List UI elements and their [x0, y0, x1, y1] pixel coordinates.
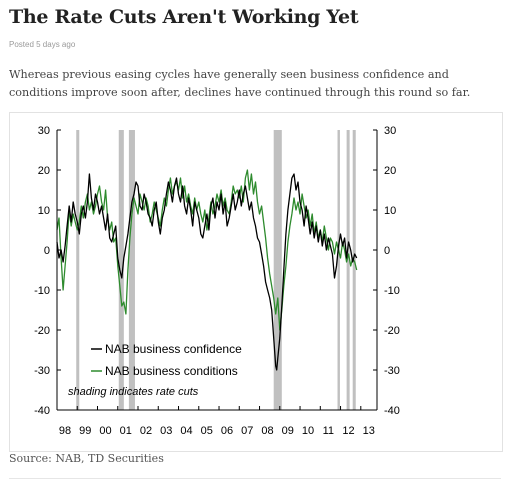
xtick-label: 09: [282, 425, 294, 437]
ytick-label-right: -30: [384, 365, 400, 377]
series-line-confidence: [56, 173, 358, 371]
ytick-label-right: -40: [384, 405, 400, 417]
xtick-label: 01: [120, 425, 132, 437]
ytick-label-left: -10: [34, 285, 50, 297]
xtick-label: 13: [363, 425, 375, 437]
ytick-label-left: 20: [38, 165, 50, 177]
ytick-label-right: -10: [384, 285, 400, 297]
chart-legend: NAB business confidence NAB business con…: [68, 342, 242, 398]
rate-cut-band-2: [128, 130, 135, 410]
rate-cut-shading: [76, 130, 356, 410]
xtick-label: 99: [79, 425, 91, 437]
ytick-label-right: 0: [384, 245, 390, 257]
xtick-label: 04: [180, 425, 192, 437]
divider: [9, 478, 501, 479]
ytick-label-left: -40: [34, 405, 50, 417]
xtick-label: 07: [241, 425, 253, 437]
series-lines: [56, 169, 358, 371]
xtick-label: 10: [302, 425, 314, 437]
chart-container: 30 30 20 20 10 10 0 0 -10 -10 -20 -20 -30 -30 -40 -40 9…: [9, 112, 503, 452]
series-line-conditions: [56, 169, 358, 331]
ytick-label-left: 10: [38, 205, 50, 217]
rate-cut-band-4: [337, 130, 340, 410]
x-ticks: 98 99 00 01 02 03 04 05 06 07 08 09 10 11 12 13: [56, 406, 375, 437]
chart-axes: [56, 130, 378, 411]
y-ticks: 30 30 20 20 10 10 0 0 -10 -10 -20 -20 -30 -30 -40 -40: [34, 125, 400, 417]
xtick-label: 12: [342, 425, 354, 437]
article-title[interactable]: The Rate Cuts Aren't Working Yet: [9, 6, 359, 28]
xtick-label: 11: [323, 425, 334, 437]
shading-note: shading indicates rate cuts: [68, 386, 199, 398]
rate-cut-band-5: [346, 130, 350, 410]
xtick-label: 03: [160, 425, 172, 437]
legend-label-confidence: NAB business confidence: [105, 342, 242, 356]
xtick-label: 08: [261, 425, 273, 437]
rate-cut-band-3: [273, 130, 282, 410]
source-note: Source: NAB, TD Securities: [9, 452, 164, 465]
ytick-label-left: 0: [44, 245, 50, 257]
ytick-label-left: -20: [34, 325, 50, 337]
ytick-label-right: -20: [384, 325, 400, 337]
posted-date: Posted 5 days ago: [9, 40, 76, 49]
article-description: Whereas previous easing cycles have gene…: [9, 68, 471, 99]
ytick-label-right: 30: [384, 125, 396, 137]
ytick-label-right: 10: [384, 205, 396, 217]
ytick-label-left: -30: [34, 365, 50, 377]
rate-cut-band-1: [118, 130, 124, 410]
xtick-label: 02: [140, 425, 152, 437]
ytick-label-left: 30: [38, 125, 50, 137]
xtick-label: 98: [59, 425, 71, 437]
xtick-label: 06: [221, 425, 233, 437]
legend-label-conditions: NAB business conditions: [105, 364, 238, 378]
rate-cut-band-0: [76, 130, 80, 410]
rate-cut-band-6: [352, 130, 356, 410]
xtick-label: 00: [99, 425, 111, 437]
xtick-label: 05: [201, 425, 213, 437]
ytick-label-right: 20: [384, 165, 396, 177]
